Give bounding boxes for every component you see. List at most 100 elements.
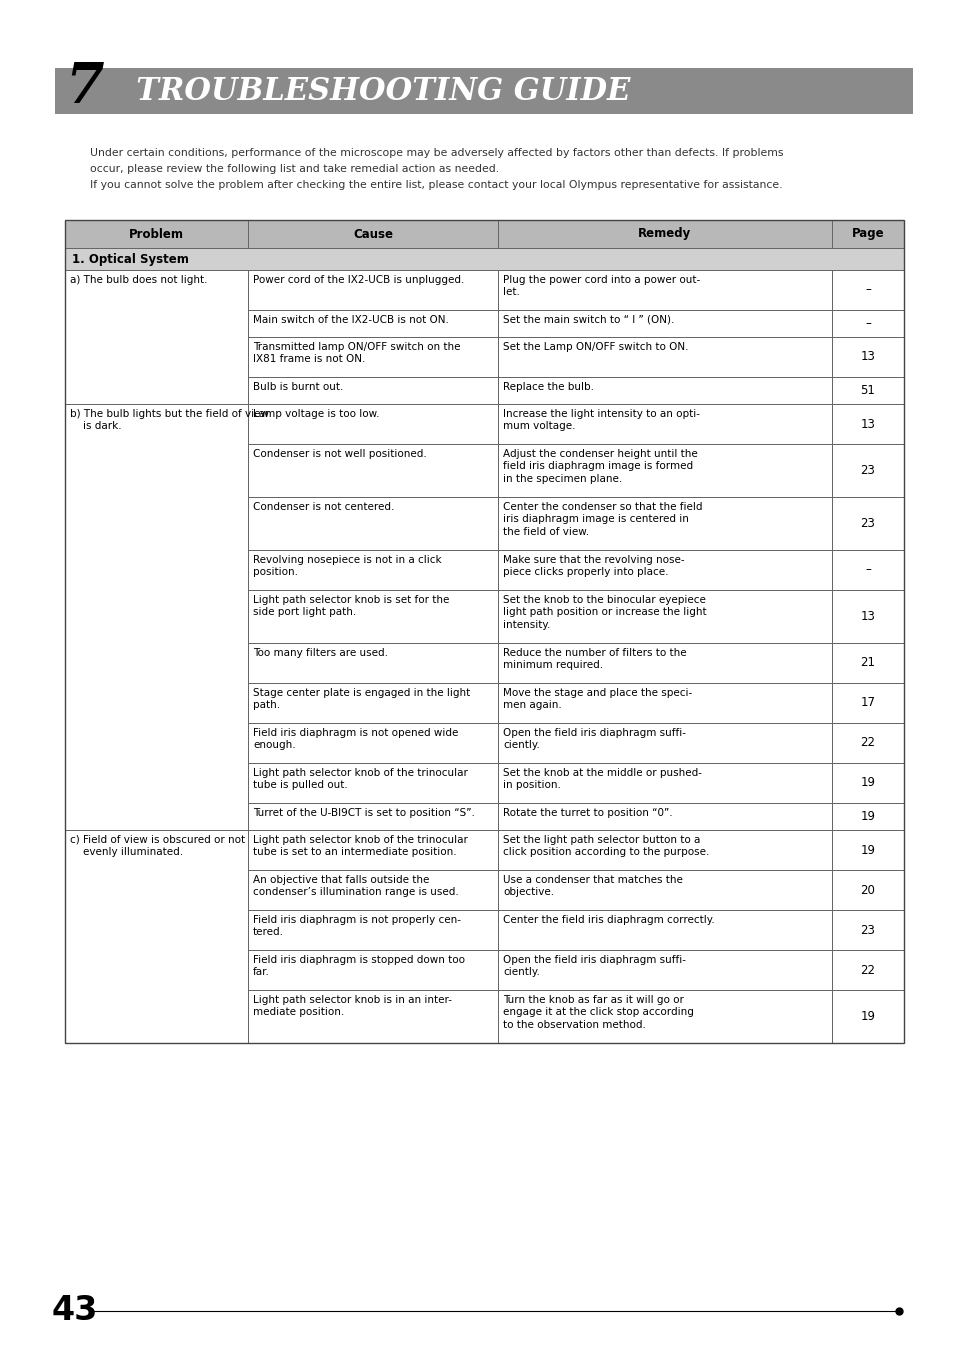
- Text: Turn the knob as far as it will go or
engage it at the click stop according
to t: Turn the knob as far as it will go or en…: [502, 994, 693, 1029]
- Bar: [497, 870, 831, 911]
- Text: Light path selector knob of the trinocular
tube is set to an intermediate positi: Light path selector knob of the trinocul…: [253, 835, 467, 858]
- Bar: [831, 643, 903, 684]
- Text: Use a condenser that matches the
objective.: Use a condenser that matches the objecti…: [502, 875, 682, 897]
- Bar: [831, 309, 903, 336]
- Bar: [497, 990, 831, 1043]
- Text: Make sure that the revolving nose-
piece clicks properly into place.: Make sure that the revolving nose- piece…: [502, 555, 684, 577]
- Bar: [248, 870, 497, 911]
- Bar: [65, 830, 248, 1043]
- Bar: [497, 802, 831, 830]
- Bar: [248, 723, 497, 763]
- Bar: [831, 590, 903, 643]
- Text: Adjust the condenser height until the
field iris diaphragm image is formed
in th: Adjust the condenser height until the fi…: [502, 449, 697, 484]
- Bar: [497, 950, 831, 990]
- Text: Light path selector knob is in an inter-
mediate position.: Light path selector knob is in an inter-…: [253, 994, 452, 1017]
- Text: Reduce the number of filters to the
minimum required.: Reduce the number of filters to the mini…: [502, 648, 686, 670]
- Text: Plug the power cord into a power out-
let.: Plug the power cord into a power out- le…: [502, 276, 700, 297]
- Bar: [831, 270, 903, 309]
- Bar: [248, 404, 497, 444]
- Bar: [248, 990, 497, 1043]
- Bar: [248, 444, 497, 497]
- Text: Set the main switch to “ I ” (ON).: Set the main switch to “ I ” (ON).: [502, 315, 674, 326]
- Bar: [65, 220, 903, 1043]
- Bar: [831, 763, 903, 802]
- Bar: [248, 590, 497, 643]
- Text: An objective that falls outside the
condenser’s illumination range is used.: An objective that falls outside the cond…: [253, 875, 458, 897]
- Bar: [831, 684, 903, 723]
- Text: 22: 22: [860, 736, 875, 750]
- Text: 21: 21: [860, 657, 875, 670]
- Bar: [831, 377, 903, 404]
- Bar: [831, 830, 903, 870]
- Text: Field iris diaphragm is not opened wide
enough.: Field iris diaphragm is not opened wide …: [253, 728, 457, 750]
- Text: 17: 17: [860, 697, 875, 709]
- Bar: [497, 763, 831, 802]
- Text: 51: 51: [860, 384, 875, 397]
- Text: Set the light path selector button to a
click position according to the purpose.: Set the light path selector button to a …: [502, 835, 709, 858]
- Text: –: –: [864, 284, 870, 296]
- Bar: [831, 950, 903, 990]
- Text: Main switch of the IX2-UCB is not ON.: Main switch of the IX2-UCB is not ON.: [253, 315, 448, 326]
- Bar: [497, 911, 831, 950]
- Bar: [248, 220, 497, 249]
- Bar: [497, 550, 831, 590]
- Bar: [55, 68, 912, 113]
- Bar: [248, 336, 497, 377]
- Text: 43: 43: [52, 1294, 98, 1328]
- Text: Increase the light intensity to an opti-
mum voltage.: Increase the light intensity to an opti-…: [502, 409, 700, 431]
- Bar: [497, 377, 831, 404]
- Bar: [248, 763, 497, 802]
- Bar: [497, 684, 831, 723]
- Bar: [831, 723, 903, 763]
- Text: Center the condenser so that the field
iris diaphragm image is centered in
the f: Center the condenser so that the field i…: [502, 503, 701, 536]
- Text: Lamp voltage is too low.: Lamp voltage is too low.: [253, 409, 379, 419]
- Bar: [65, 249, 903, 270]
- Text: Center the field iris diaphragm correctly.: Center the field iris diaphragm correctl…: [502, 915, 714, 925]
- Bar: [497, 643, 831, 684]
- Bar: [497, 270, 831, 309]
- Bar: [831, 444, 903, 497]
- Text: 1. Optical System: 1. Optical System: [71, 253, 189, 266]
- Text: If you cannot solve the problem after checking the entire list, please contact y: If you cannot solve the problem after ch…: [90, 180, 781, 190]
- Bar: [831, 990, 903, 1043]
- Text: Bulb is burnt out.: Bulb is burnt out.: [253, 382, 343, 392]
- Bar: [248, 309, 497, 336]
- Bar: [248, 377, 497, 404]
- Text: Move the stage and place the speci-
men again.: Move the stage and place the speci- men …: [502, 688, 692, 711]
- Text: Condenser is not centered.: Condenser is not centered.: [253, 503, 394, 512]
- Bar: [497, 590, 831, 643]
- Text: 22: 22: [860, 963, 875, 977]
- Text: 13: 13: [860, 611, 875, 623]
- Bar: [248, 497, 497, 550]
- Text: Replace the bulb.: Replace the bulb.: [502, 382, 594, 392]
- Text: Power cord of the IX2-UCB is unplugged.: Power cord of the IX2-UCB is unplugged.: [253, 276, 464, 285]
- Bar: [497, 723, 831, 763]
- Bar: [831, 336, 903, 377]
- Text: 19: 19: [860, 1011, 875, 1023]
- Bar: [248, 270, 497, 309]
- Bar: [497, 336, 831, 377]
- Text: 13: 13: [860, 417, 875, 431]
- Text: Field iris diaphragm is not properly cen-
tered.: Field iris diaphragm is not properly cen…: [253, 915, 460, 938]
- Text: Transmitted lamp ON/OFF switch on the
IX81 frame is not ON.: Transmitted lamp ON/OFF switch on the IX…: [253, 342, 460, 365]
- Text: 19: 19: [860, 811, 875, 823]
- Text: 19: 19: [860, 777, 875, 789]
- Text: Remedy: Remedy: [638, 227, 691, 240]
- Text: b) The bulb lights but the field of view
    is dark.: b) The bulb lights but the field of view…: [70, 409, 269, 431]
- Text: Open the field iris diaphragm suffi-
ciently.: Open the field iris diaphragm suffi- cie…: [502, 955, 685, 977]
- Text: Rotate the turret to position “0”.: Rotate the turret to position “0”.: [502, 808, 672, 817]
- Text: 23: 23: [860, 517, 875, 530]
- Text: Cause: Cause: [353, 227, 393, 240]
- Text: Under certain conditions, performance of the microscope may be adversely affecte: Under certain conditions, performance of…: [90, 149, 782, 158]
- Bar: [65, 220, 248, 249]
- Bar: [831, 497, 903, 550]
- Text: 23: 23: [860, 463, 875, 477]
- Bar: [248, 830, 497, 870]
- Text: a) The bulb does not light.: a) The bulb does not light.: [70, 276, 208, 285]
- Bar: [248, 911, 497, 950]
- Text: 23: 23: [860, 924, 875, 936]
- Text: Field iris diaphragm is stopped down too
far.: Field iris diaphragm is stopped down too…: [253, 955, 464, 977]
- Bar: [497, 830, 831, 870]
- Text: 19: 19: [860, 843, 875, 857]
- Bar: [831, 870, 903, 911]
